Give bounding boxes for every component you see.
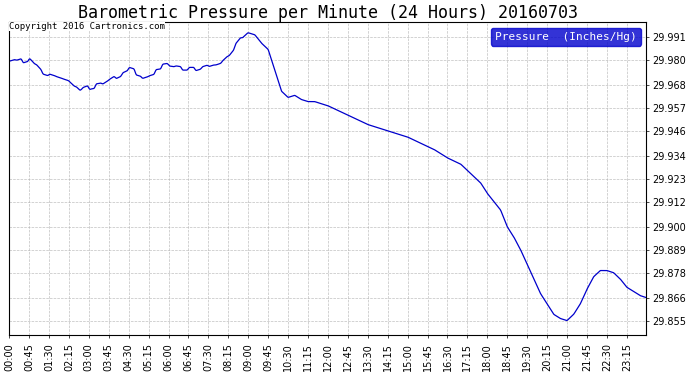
- Text: Copyright 2016 Cartronics.com: Copyright 2016 Cartronics.com: [9, 22, 165, 32]
- Title: Barometric Pressure per Minute (24 Hours) 20160703: Barometric Pressure per Minute (24 Hours…: [78, 4, 578, 22]
- Legend: Pressure  (Inches/Hg): Pressure (Inches/Hg): [491, 28, 641, 46]
